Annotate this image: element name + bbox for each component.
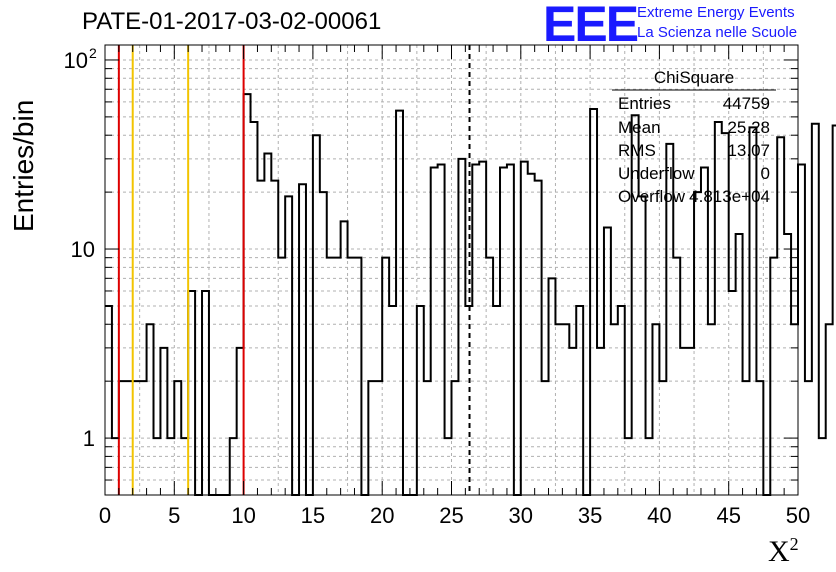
x-tick-label: 10: [231, 503, 255, 528]
logo-line-2: La Scienza nelle Scuole: [637, 24, 798, 41]
x-tick-label: 0: [99, 503, 111, 528]
histogram-line: [105, 93, 836, 496]
stats-key: RMS: [618, 141, 656, 160]
stats-value: 4.813e+04: [689, 187, 770, 206]
stats-key: Mean: [618, 118, 661, 137]
stats-value: 25.28: [727, 118, 770, 137]
y-tick-label-exp: 2: [89, 45, 97, 61]
x-tick-label: 5: [168, 503, 180, 528]
logo-line-1: Extreme Energy Events: [637, 4, 795, 21]
y-tick-label: 1: [83, 426, 95, 451]
y-axis-label: Entries/bin: [8, 99, 39, 232]
x-tick-label: 45: [716, 503, 740, 528]
x-tick-label: 30: [509, 503, 533, 528]
y-tick-label: 10: [64, 48, 88, 73]
x-axis-label-sup: 2: [789, 534, 799, 554]
x-tick-label: 35: [578, 503, 602, 528]
x-tick-label: 25: [439, 503, 463, 528]
eee-logo: EEE: [543, 0, 639, 52]
y-tick-label: 10: [71, 237, 95, 262]
page-title: PATE-01-2017-03-02-00061: [82, 8, 382, 35]
stats-title: ChiSquare: [653, 68, 735, 87]
stats-value: 0: [760, 164, 770, 183]
x-tick-label: 20: [370, 503, 394, 528]
x-axis-label: X2: [768, 534, 799, 569]
stats-key: Overflow: [618, 187, 686, 206]
x-tick-label: 50: [786, 503, 810, 528]
stats-key: Entries: [618, 94, 671, 113]
x-tick-label: 15: [301, 503, 325, 528]
stats-value: 44759: [722, 94, 770, 113]
stats-key: Underflow: [618, 164, 695, 183]
x-tick-label: 40: [647, 503, 671, 528]
stats-value: 13.07: [727, 141, 770, 160]
x-axis-label-base: X: [768, 535, 790, 568]
